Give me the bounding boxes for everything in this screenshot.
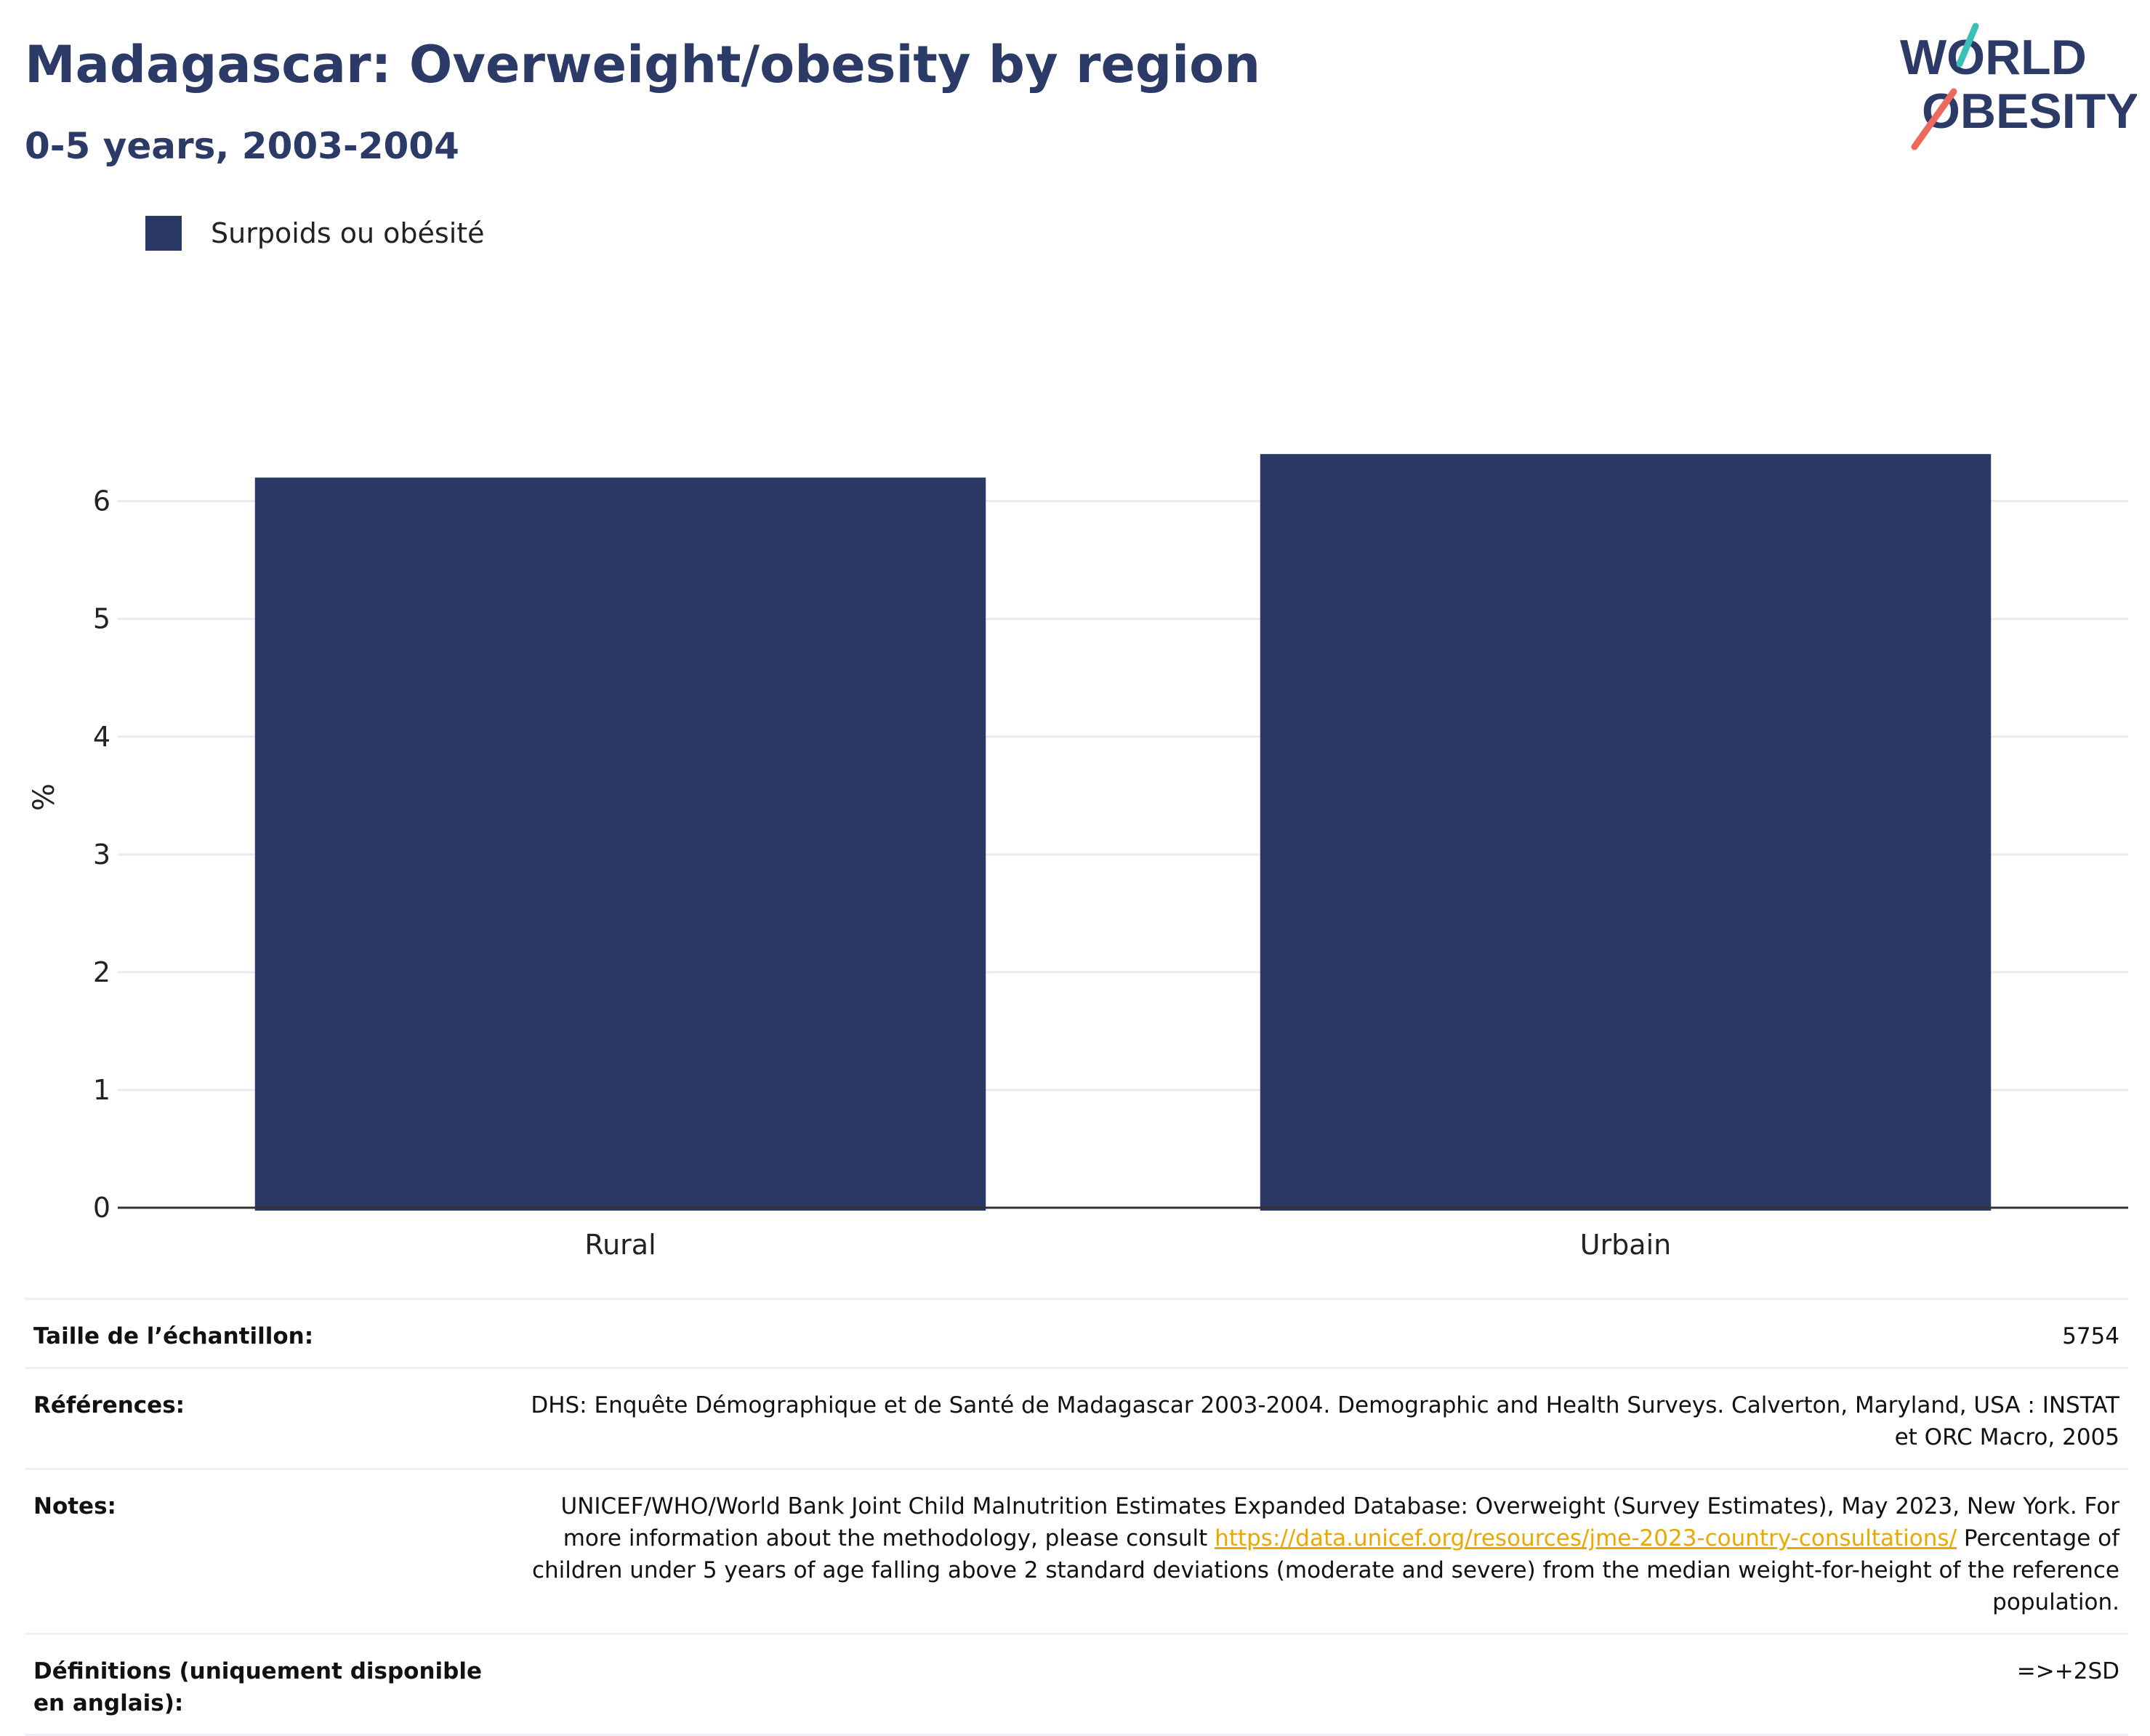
bar-urbain[interactable] xyxy=(1260,453,1992,1211)
notes-link[interactable]: https://data.unicef.org/resources/jme-20… xyxy=(1215,1525,1957,1551)
logo-text-world: WORLD xyxy=(1900,30,2087,85)
notes-text-after: Percentage of children under 5 years of … xyxy=(531,1525,2119,1615)
notes-label: Notes: xyxy=(33,1493,116,1519)
bar-rural[interactable] xyxy=(254,477,986,1211)
y-tick-label: 4 xyxy=(93,721,110,753)
logo-slash-coral xyxy=(1911,88,1957,150)
legend-swatch[interactable] xyxy=(145,216,182,251)
legend-label[interactable]: Surpoids ou obésité xyxy=(211,217,485,249)
notes-text-before: UNICEF/WHO/World Bank Joint Child Malnut… xyxy=(560,1493,2120,1551)
definitions-value: =>+2SD xyxy=(2016,1658,2119,1684)
y-tick-labels: 0 1 2 3 4 5 6 xyxy=(93,485,110,1224)
bar-chart: 0 1 2 3 4 5 6 Rural Urbain % xyxy=(28,453,2128,1261)
notes-row: Notes: UNICEF/WHO/World Bank Joint Child… xyxy=(25,1469,2128,1634)
y-tick-label: 3 xyxy=(93,839,110,871)
notes-value: UNICEF/WHO/World Bank Joint Child Malnut… xyxy=(507,1469,2128,1634)
x-tick-labels: Rural Urbain xyxy=(584,1229,1671,1261)
y-tick-label: 1 xyxy=(93,1074,110,1106)
world-obesity-logo: WORLD OBESITY xyxy=(1900,23,2137,150)
y-tick-label: 6 xyxy=(93,485,110,517)
y-tick-label: 0 xyxy=(93,1192,110,1224)
logo-text-obesity: OBESITY xyxy=(1922,84,2137,139)
legend: Surpoids ou obésité xyxy=(145,215,485,251)
sample-size-value: 5754 xyxy=(2062,1323,2119,1349)
x-tick-label-urbain: Urbain xyxy=(1580,1229,1672,1261)
chart-title: Madagascar: Overweight/obesity by region xyxy=(25,35,1261,94)
x-tick-label-rural: Rural xyxy=(584,1229,656,1261)
definitions-label: Définitions (uniquement disponible en an… xyxy=(33,1658,483,1716)
chart-subtitle: 0-5 years, 2003-2004 xyxy=(25,125,459,167)
references-row: Références: DHS: Enquête Démographique e… xyxy=(25,1368,2128,1469)
y-tick-label: 5 xyxy=(93,603,110,635)
y-axis-title: % xyxy=(28,783,61,811)
y-tick-label: 2 xyxy=(93,956,110,988)
info-table: Taille de l’échantillon: 5754 Références… xyxy=(25,1298,2128,1736)
sample-size-label: Taille de l’échantillon: xyxy=(33,1323,314,1349)
references-label: Références: xyxy=(33,1392,185,1418)
definitions-row: Définitions (uniquement disponible en an… xyxy=(25,1634,2128,1735)
references-value: DHS: Enquête Démographique et de Santé d… xyxy=(531,1392,2119,1450)
sample-size-row: Taille de l’échantillon: 5754 xyxy=(25,1299,2128,1368)
bars xyxy=(254,453,1992,1211)
logo-slash-teal xyxy=(1956,23,1979,68)
